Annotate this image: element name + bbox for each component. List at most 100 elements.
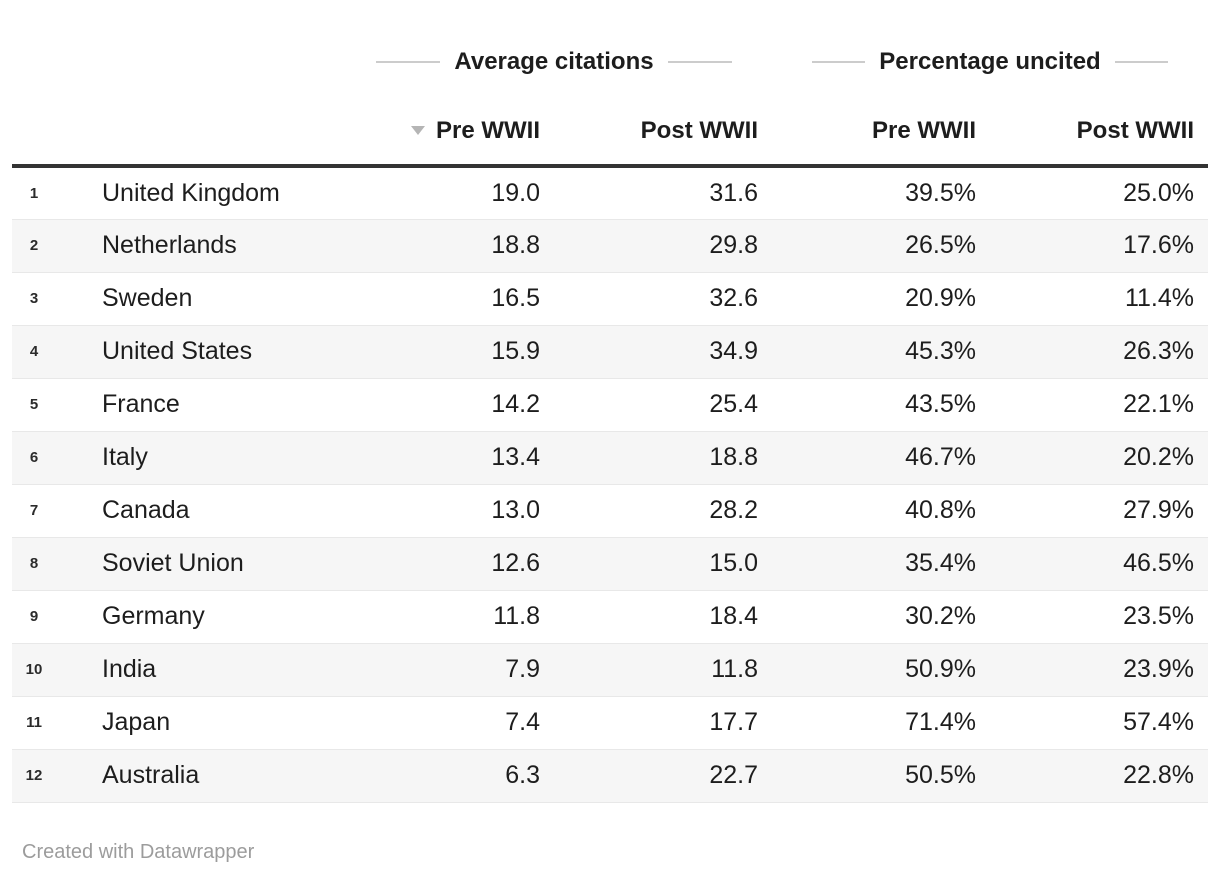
cell-avg-pre-wwii: 15.9: [336, 325, 554, 379]
data-table: Average citations Percentage uncited Pre…: [12, 0, 1208, 803]
row-country: Netherlands: [56, 219, 336, 273]
column-header-pct-pre-wwii[interactable]: Pre WWII: [772, 90, 990, 168]
row-country: United States: [56, 325, 336, 379]
row-country: France: [56, 378, 336, 432]
cell-pct-pre-wwii: 71.4%: [772, 696, 990, 750]
row-rank: 2: [12, 219, 56, 273]
cell-avg-pre-wwii: 13.0: [336, 484, 554, 538]
cell-pct-pre-wwii: 26.5%: [772, 219, 990, 273]
column-header-label: Post WWII: [640, 117, 758, 144]
table-row: 10 India 7.9 11.8 50.9% 23.9%: [12, 643, 1208, 697]
row-country: Australia: [56, 749, 336, 803]
cell-pct-post-wwii: 46.5%: [990, 537, 1208, 591]
group-spacer: [12, 0, 336, 90]
table-row: 3 Sweden 16.5 32.6 20.9% 11.4%: [12, 272, 1208, 326]
cell-pct-pre-wwii: 50.5%: [772, 749, 990, 803]
row-rank: 7: [12, 484, 56, 538]
table-body: 1 United Kingdom 19.0 31.6 39.5% 25.0% 2…: [12, 166, 1208, 803]
row-rank: 12: [12, 749, 56, 803]
column-group-row: Average citations Percentage uncited: [12, 0, 1208, 90]
cell-pct-pre-wwii: 50.9%: [772, 643, 990, 697]
sort-descending-icon: [410, 126, 425, 135]
group-dash-left: [376, 61, 441, 63]
cell-avg-pre-wwii: 18.8: [336, 219, 554, 273]
cell-pct-pre-wwii: 46.7%: [772, 431, 990, 485]
cell-avg-post-wwii: 11.8: [554, 643, 772, 697]
row-rank: 11: [12, 696, 56, 750]
column-header-avg-post-wwii[interactable]: Post WWII: [554, 90, 772, 168]
cell-pct-post-wwii: 17.6%: [990, 219, 1208, 273]
column-header-label: Pre WWII: [435, 117, 540, 144]
column-header-pct-post-wwii[interactable]: Post WWII: [990, 90, 1208, 168]
table-row: 2 Netherlands 18.8 29.8 26.5% 17.6%: [12, 219, 1208, 273]
row-rank: 9: [12, 590, 56, 644]
cell-avg-pre-wwii: 6.3: [336, 749, 554, 803]
cell-avg-post-wwii: 18.8: [554, 431, 772, 485]
row-country: Soviet Union: [56, 537, 336, 591]
column-header-avg-pre-wwii[interactable]: Pre WWII: [336, 90, 554, 168]
cell-avg-pre-wwii: 11.8: [336, 590, 554, 644]
group-dash-left: [812, 61, 866, 63]
row-rank: 10: [12, 643, 56, 697]
cell-pct-pre-wwii: 39.5%: [772, 166, 990, 220]
cell-avg-pre-wwii: 7.9: [336, 643, 554, 697]
cell-pct-pre-wwii: 20.9%: [772, 272, 990, 326]
datawrapper-credit-link[interactable]: Created with Datawrapper: [22, 840, 255, 863]
row-rank: 5: [12, 378, 56, 432]
cell-avg-pre-wwii: 7.4: [336, 696, 554, 750]
row-rank: 1: [12, 166, 56, 220]
cell-pct-post-wwii: 20.2%: [990, 431, 1208, 485]
row-country: Italy: [56, 431, 336, 485]
cell-pct-post-wwii: 27.9%: [990, 484, 1208, 538]
cell-pct-pre-wwii: 43.5%: [772, 378, 990, 432]
cell-avg-post-wwii: 28.2: [554, 484, 772, 538]
cell-avg-post-wwii: 29.8: [554, 219, 772, 273]
cell-pct-post-wwii: 22.8%: [990, 749, 1208, 803]
column-header-label: Post WWII: [1076, 117, 1194, 144]
row-rank: 6: [12, 431, 56, 485]
column-header-label: Pre WWII: [871, 117, 976, 144]
table-row: 8 Soviet Union 12.6 15.0 35.4% 46.5%: [12, 537, 1208, 591]
group-label-percentage-uncited: Percentage uncited: [879, 48, 1101, 75]
header-spacer: [12, 90, 336, 168]
cell-pct-pre-wwii: 35.4%: [772, 537, 990, 591]
table-row: 7 Canada 13.0 28.2 40.8% 27.9%: [12, 484, 1208, 538]
cell-avg-pre-wwii: 13.4: [336, 431, 554, 485]
table-row: 12 Australia 6.3 22.7 50.5% 22.8%: [12, 749, 1208, 803]
row-country: United Kingdom: [56, 166, 336, 220]
cell-pct-post-wwii: 23.9%: [990, 643, 1208, 697]
cell-avg-post-wwii: 25.4: [554, 378, 772, 432]
cell-pct-pre-wwii: 30.2%: [772, 590, 990, 644]
table-header: Average citations Percentage uncited Pre…: [12, 0, 1208, 168]
row-country: India: [56, 643, 336, 697]
group-percentage-uncited: Percentage uncited: [772, 0, 1208, 90]
cell-avg-post-wwii: 34.9: [554, 325, 772, 379]
cell-pct-pre-wwii: 45.3%: [772, 325, 990, 379]
row-rank: 8: [12, 537, 56, 591]
cell-pct-post-wwii: 26.3%: [990, 325, 1208, 379]
cell-pct-post-wwii: 57.4%: [990, 696, 1208, 750]
group-label-average-citations: Average citations: [454, 48, 654, 75]
row-rank: 4: [12, 325, 56, 379]
table-row: 11 Japan 7.4 17.7 71.4% 57.4%: [12, 696, 1208, 750]
group-average-citations: Average citations: [336, 0, 772, 90]
table-row: 6 Italy 13.4 18.8 46.7% 20.2%: [12, 431, 1208, 485]
cell-pct-post-wwii: 22.1%: [990, 378, 1208, 432]
cell-pct-post-wwii: 25.0%: [990, 166, 1208, 220]
cell-pct-pre-wwii: 40.8%: [772, 484, 990, 538]
row-country: Sweden: [56, 272, 336, 326]
cell-pct-post-wwii: 23.5%: [990, 590, 1208, 644]
row-rank: 3: [12, 272, 56, 326]
row-country: Germany: [56, 590, 336, 644]
row-country: Japan: [56, 696, 336, 750]
cell-pct-post-wwii: 11.4%: [990, 272, 1208, 326]
cell-avg-post-wwii: 18.4: [554, 590, 772, 644]
column-header-row: Pre WWII Post WWII Pre WWII Post WWII: [12, 90, 1208, 168]
table-row: 9 Germany 11.8 18.4 30.2% 23.5%: [12, 590, 1208, 644]
cell-avg-post-wwii: 17.7: [554, 696, 772, 750]
cell-avg-post-wwii: 15.0: [554, 537, 772, 591]
cell-avg-post-wwii: 31.6: [554, 166, 772, 220]
cell-avg-post-wwii: 22.7: [554, 749, 772, 803]
table-container: Average citations Percentage uncited Pre…: [12, 0, 1208, 863]
cell-avg-pre-wwii: 14.2: [336, 378, 554, 432]
